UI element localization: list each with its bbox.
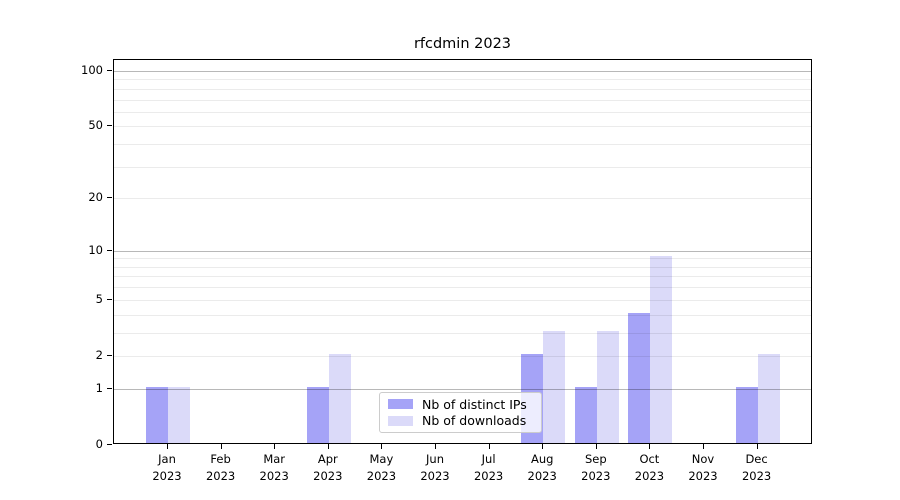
x-tick-mark-jul: [488, 444, 490, 449]
x-tick-mark-sep: [595, 444, 597, 449]
legend: Nb of distinct IPs Nb of downloads: [379, 392, 542, 433]
y-tick-mark-1: [107, 387, 112, 389]
y-axis-tick-label-10: 10: [88, 242, 103, 257]
x-tick-mark-feb: [220, 444, 222, 449]
grid-line-major-10: [114, 250, 811, 252]
legend-item-downloads: Nb of downloads: [388, 413, 533, 428]
y-tick-mark-10: [107, 249, 112, 251]
legend-swatch-ips: [388, 399, 413, 410]
y-tick-mark-50: [107, 125, 112, 127]
bar-ips-sep: [574, 386, 597, 443]
bar-downloads-apr: [328, 353, 351, 443]
legend-label-downloads: Nb of downloads: [422, 413, 527, 429]
x-axis-tick-label-feb: Feb 2023: [205, 452, 236, 483]
x-axis-tick-label-mar: Mar 2023: [259, 452, 289, 483]
x-axis-tick-label-nov: Nov 2023: [688, 452, 718, 483]
x-tick-mark-jun: [435, 444, 436, 449]
x-axis-tick-label-jul: Jul 2023: [473, 452, 504, 483]
grid-line-minor-40: [114, 144, 811, 146]
x-axis-tick-label-apr: Apr 2023: [313, 452, 343, 483]
bar-ips-apr: [306, 386, 329, 443]
x-axis-tick-label-sep: Sep 2023: [581, 452, 611, 483]
legend-swatch-downloads: [388, 415, 413, 426]
x-tick-mark-dec: [756, 444, 758, 449]
grid-line-minor-20: [114, 198, 811, 200]
grid-line-minor-50: [114, 126, 811, 128]
y-tick-mark-100: [107, 70, 112, 71]
x-axis-tick-label-jun: Jun 2023: [420, 452, 450, 483]
grid-line-major-100: [114, 71, 811, 72]
grid-line-minor-3: [114, 332, 811, 334]
grid-line-minor-9: [114, 258, 811, 260]
x-axis-tick-label-jan: Jan 2023: [152, 452, 182, 483]
legend-label-ips: Nb of distinct IPs: [422, 396, 527, 412]
grid-line-minor-70: [114, 99, 811, 101]
grid-line-minor-80: [114, 88, 811, 90]
y-axis-tick-label-50: 50: [88, 118, 103, 133]
bar-downloads-dec: [757, 353, 780, 443]
legend-item-distinct-ips: Nb of distinct IPs: [388, 397, 533, 412]
bar-downloads-aug: [543, 330, 566, 443]
y-axis-tick-label-20: 20: [88, 190, 103, 205]
y-tick-mark-0: [107, 444, 112, 445]
bar-downloads-sep: [596, 330, 619, 443]
x-tick-mark-jan: [167, 444, 168, 449]
grid-line-minor-4: [114, 314, 811, 316]
y-tick-mark-2: [107, 354, 112, 356]
chart-title: rfcdmin 2023: [413, 36, 512, 52]
bar-ips-jan: [146, 386, 168, 443]
bar-ips-dec: [735, 386, 758, 443]
grid-line-minor-5: [114, 299, 811, 301]
grid-line-major-1: [114, 388, 811, 390]
grid-line-minor-60: [114, 111, 811, 113]
y-axis-tick-label-100: 100: [81, 63, 103, 77]
grid-line-minor-90: [114, 79, 811, 81]
y-axis-tick-label-2: 2: [95, 347, 103, 362]
x-tick-mark-oct: [649, 444, 651, 449]
x-axis-tick-label-may: May 2023: [366, 452, 397, 483]
x-tick-mark-nov: [703, 444, 704, 449]
plot-area: [113, 59, 812, 444]
x-tick-mark-aug: [542, 444, 544, 449]
x-axis-tick-label-dec: Dec 2023: [741, 452, 772, 483]
bar-ips-oct: [628, 312, 651, 443]
x-axis-tick-label-oct: Oct 2023: [634, 452, 665, 483]
x-tick-mark-may: [381, 444, 383, 449]
bar-downloads-jan: [168, 386, 190, 443]
x-tick-mark-mar: [274, 444, 276, 449]
y-tick-mark-5: [107, 298, 112, 300]
grid-line-minor-30: [114, 166, 811, 168]
x-axis-tick-label-aug: Aug 2023: [527, 452, 557, 483]
bar-downloads-oct: [650, 256, 673, 443]
y-axis-tick-label-0: 0: [95, 437, 103, 451]
grid-line-minor-6: [114, 287, 811, 289]
grid-line-minor-8: [114, 266, 811, 268]
y-axis-tick-label-5: 5: [95, 291, 103, 306]
y-tick-mark-20: [107, 197, 112, 199]
x-tick-mark-apr: [327, 444, 329, 449]
grid-line-minor-7: [114, 276, 811, 278]
grid-line-minor-2: [114, 355, 811, 357]
y-axis-tick-label-1: 1: [95, 380, 103, 395]
